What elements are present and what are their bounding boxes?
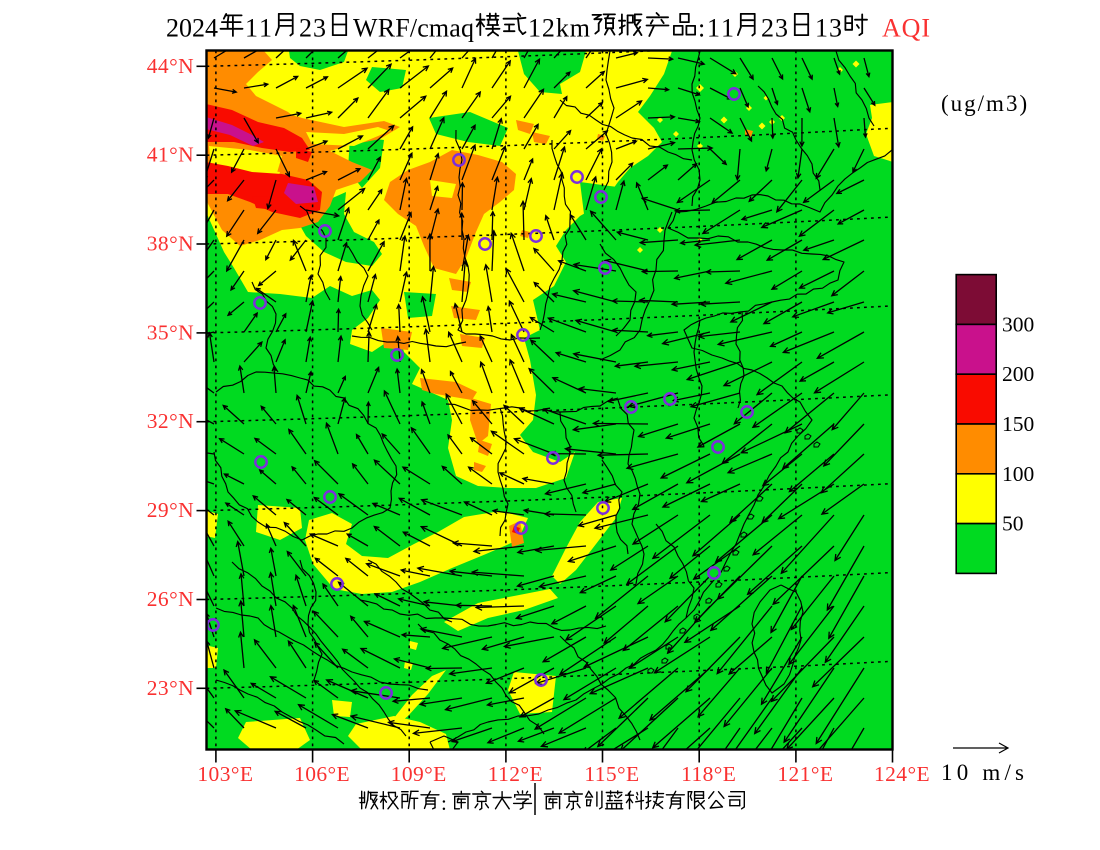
svg-text:38°N: 38°N (147, 232, 194, 256)
svg-text:2024: 2024 (166, 14, 218, 43)
svg-text:112°E: 112°E (488, 762, 543, 786)
svg-text:26°N: 26°N (147, 587, 194, 611)
svg-text:109°E: 109°E (391, 762, 447, 786)
svg-text::: : (698, 14, 705, 43)
svg-text:AQI: AQI (882, 14, 930, 43)
svg-text:11: 11 (245, 14, 272, 43)
svg-text:150: 150 (1002, 412, 1034, 436)
svg-text:35°N: 35°N (147, 320, 194, 344)
svg-text:50: 50 (1002, 512, 1024, 536)
svg-text:(ug/m3): (ug/m3) (941, 91, 1029, 116)
svg-text:200: 200 (1002, 362, 1034, 386)
svg-text:29°N: 29°N (147, 498, 194, 522)
svg-text:100: 100 (1002, 462, 1034, 486)
svg-text:23: 23 (761, 14, 788, 43)
svg-text:103°E: 103°E (197, 762, 253, 786)
svg-text:121°E: 121°E (777, 762, 833, 786)
svg-text::: : (441, 791, 447, 815)
svg-text:11: 11 (707, 14, 734, 43)
svg-text:32°N: 32°N (147, 409, 194, 433)
svg-text:41°N: 41°N (147, 143, 194, 167)
svg-text:300: 300 (1002, 312, 1034, 336)
svg-text:WRF/cmaq: WRF/cmaq (353, 14, 474, 43)
svg-text:44°N: 44°N (147, 54, 194, 78)
svg-text:12km: 12km (528, 14, 590, 43)
svg-text:23: 23 (299, 14, 326, 43)
svg-text:23°N: 23°N (147, 676, 194, 700)
svg-text:124°E: 124°E (874, 762, 930, 786)
svg-text:118°E: 118°E (681, 762, 736, 786)
svg-text:13: 13 (815, 14, 842, 43)
svg-text:115°E: 115°E (584, 762, 639, 786)
svg-text:106°E: 106°E (294, 762, 350, 786)
